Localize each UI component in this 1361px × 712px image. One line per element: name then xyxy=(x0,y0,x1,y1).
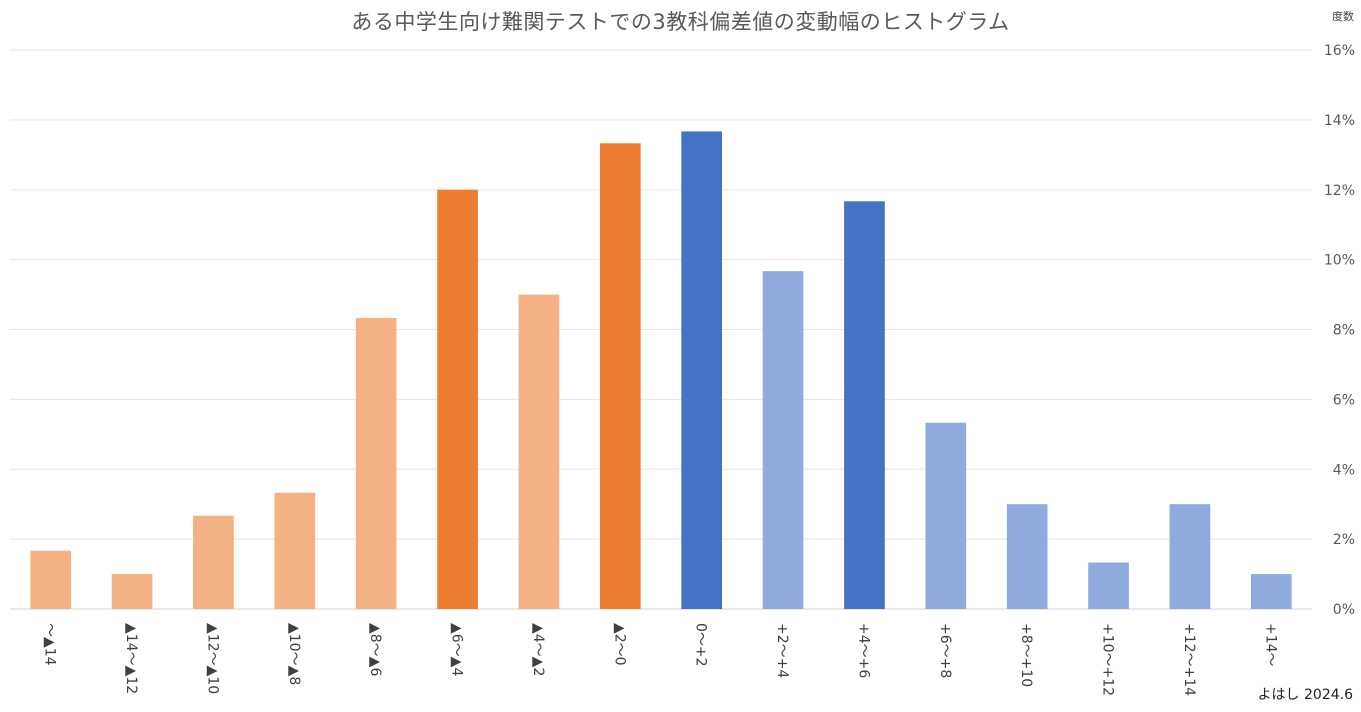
bar xyxy=(518,294,560,609)
x-category-label: +6〜+8 xyxy=(937,623,953,678)
x-category-label: ▲8〜▲6 xyxy=(367,623,383,676)
bar xyxy=(762,271,804,609)
x-category-label: ▲14〜▲12 xyxy=(123,623,139,694)
x-category-label: +10〜+12 xyxy=(1100,623,1116,696)
bar xyxy=(1250,574,1292,609)
y-axis-label: 度数 xyxy=(1332,9,1354,23)
y-axis-ticks: 0% 2% 4% 6% 8% 10% 12% 14% 16% xyxy=(1324,43,1355,618)
x-category-label: +14〜 xyxy=(1262,623,1278,667)
bar xyxy=(30,550,72,609)
bar xyxy=(599,143,641,609)
y-tick-label: 0% xyxy=(1333,602,1355,618)
bar xyxy=(1169,504,1211,609)
x-category-label: ▲4〜▲2 xyxy=(530,623,546,676)
bar xyxy=(925,422,967,609)
y-tick-label: 16% xyxy=(1324,43,1355,59)
bar xyxy=(193,515,234,609)
y-tick-label: 8% xyxy=(1333,323,1355,339)
bar xyxy=(274,492,316,609)
y-tick-label: 14% xyxy=(1324,113,1355,129)
x-axis-categories: 〜▲14 ▲14〜▲12 ▲12〜▲10 ▲10〜▲8 ▲8〜▲6 ▲6〜▲4 ▲4〜▲2 ▲… xyxy=(42,623,1279,696)
x-category-label: +12〜+14 xyxy=(1181,623,1197,696)
bar xyxy=(111,574,153,609)
bar xyxy=(1088,562,1129,609)
x-category-label: +8〜+10 xyxy=(1018,623,1034,687)
x-category-label: ▲10〜▲8 xyxy=(286,623,302,685)
y-tick-label: 6% xyxy=(1333,392,1355,408)
bars xyxy=(30,131,1292,610)
y-tick-label: 12% xyxy=(1324,183,1355,199)
bar xyxy=(844,201,885,610)
y-tick-label: 4% xyxy=(1333,462,1355,478)
x-category-label: 0〜+2 xyxy=(693,623,709,667)
x-category-label: 〜▲14 xyxy=(42,623,58,666)
x-category-label: +4〜+6 xyxy=(855,623,871,678)
bar xyxy=(1006,504,1048,609)
x-category-label: ▲2〜0 xyxy=(611,623,627,666)
bar xyxy=(437,189,478,609)
x-category-label: +2〜+4 xyxy=(774,623,790,678)
chart-title: ある中学生向け難関テストでの3教科偏差値の変動幅のヒストグラム xyxy=(351,10,1010,34)
credit-label: よはし 2024.6 xyxy=(1257,687,1353,703)
x-category-label: ▲6〜▲4 xyxy=(449,623,465,676)
y-tick-label: 10% xyxy=(1324,253,1355,269)
y-tick-label: 2% xyxy=(1333,532,1355,548)
x-category-label: ▲12〜▲10 xyxy=(204,623,220,694)
bar xyxy=(355,317,397,609)
bar xyxy=(681,131,723,610)
